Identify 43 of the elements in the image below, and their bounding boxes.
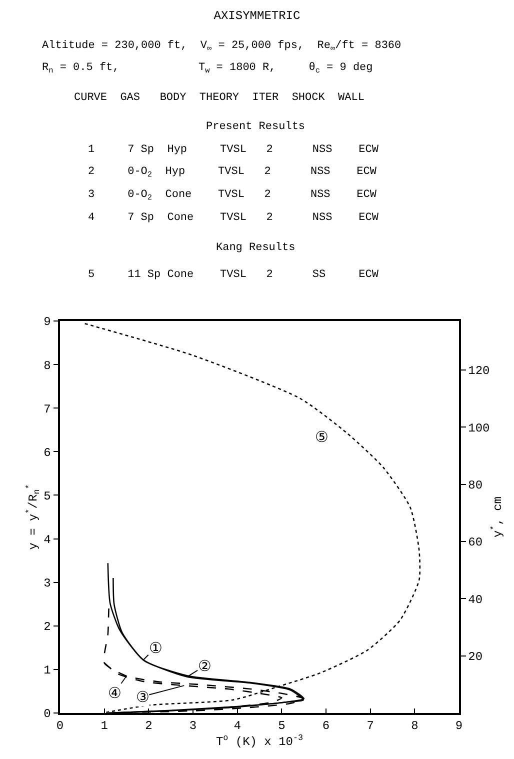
- text: 2 0-O$_{2}$ Hyp TVSL 2 NSS ECW: [88, 166, 376, 180]
- x-tick-label: 0: [56, 719, 64, 734]
- y2-tick-label: 40: [468, 592, 483, 607]
- y-tick-label: 3: [44, 576, 51, 591]
- text: Altitude = 230,000 ft, V$_{∞}$ = 25,000 fps, Re$_{∞}$/ft = 8360: [42, 40, 402, 54]
- text: 3 0-O$_{2}$ Cone TVSL 2 NSS ECW: [88, 189, 376, 202]
- x-tick-label: 7: [366, 719, 374, 734]
- y-tick-label: 4: [44, 532, 51, 547]
- y2-tick-label: 120: [468, 364, 490, 378]
- text: 5 11 Sp Cone TVSL 2 SS ECW: [88, 269, 379, 281]
- annotation: ⑤: [315, 428, 328, 446]
- x-tick-label: 2: [145, 719, 152, 734]
- annotation: ②: [198, 657, 212, 675]
- y2-tick-label: 60: [468, 536, 483, 550]
- annotation: ④: [108, 684, 122, 702]
- y2-tick-label: 20: [468, 650, 483, 664]
- y-tick-label: 5: [44, 489, 51, 504]
- x-tick-label: 9: [455, 719, 463, 734]
- y-tick-label: 0: [44, 707, 51, 722]
- x-axis-title: T$^{o}$ (K) x 10$^{-3}$: [216, 733, 304, 750]
- y2-tick-label: 80: [468, 478, 483, 493]
- text: CURVE GAS BODY THEORY ITER SHOCK WALL: [74, 92, 364, 104]
- text: Kang Results: [216, 242, 296, 254]
- y-tick-label: 2: [44, 620, 51, 634]
- x-tick-label: 5: [278, 719, 286, 734]
- text: 1 7 Sp Hyp TVSL 2 NSS ECW: [88, 144, 379, 156]
- annotation: ③: [136, 688, 150, 706]
- chart-title: AXISYMMETRIC: [214, 9, 300, 24]
- y2-tick-label: 100: [468, 421, 490, 436]
- text: R$_{n}$ = 0.5 ft, T$_{w}$ = 1800 R, θ$_{c}$ = 9 deg: [42, 62, 373, 76]
- y-tick-label: 9: [44, 315, 51, 330]
- x-tick-label: 1: [100, 719, 108, 734]
- x-tick-label: 3: [189, 719, 197, 734]
- text: 4 7 Sp Cone TVSL 2 NSS ECW: [88, 212, 379, 224]
- y-tick-label: 6: [44, 446, 51, 460]
- x-tick-label: 8: [411, 719, 418, 734]
- annotation: ①: [149, 639, 162, 657]
- x-tick-label: 4: [234, 719, 241, 734]
- text: Present Results: [206, 121, 306, 133]
- x-tick-label: 6: [322, 719, 330, 734]
- y-tick-label: 7: [44, 402, 51, 416]
- y-tick-label: 1: [44, 664, 51, 678]
- y-tick-label: 8: [44, 358, 51, 373]
